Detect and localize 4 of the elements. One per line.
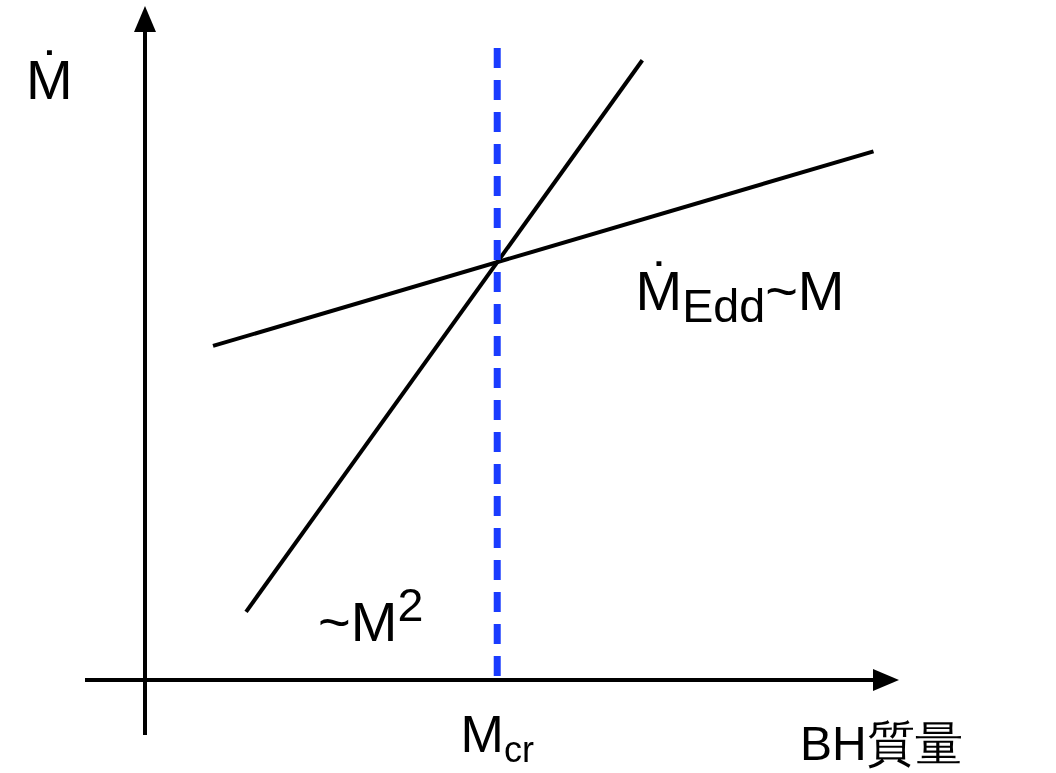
y-axis-title: Ṁ <box>26 48 73 111</box>
x-axis-title: BH質量 <box>800 717 963 770</box>
series-label: Ṁ$_{Edd}$~M <box>635 259 845 333</box>
series-label: ~M$^{2}$ <box>318 578 424 653</box>
